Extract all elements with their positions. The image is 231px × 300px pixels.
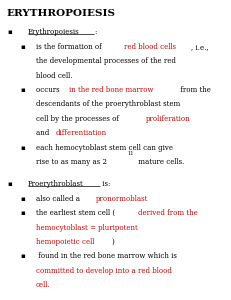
Text: committed to develop into a red blood: committed to develop into a red blood — [36, 267, 172, 275]
Text: 11: 11 — [128, 152, 134, 156]
Text: proliferation: proliferation — [146, 115, 190, 123]
Text: mature cells.: mature cells. — [136, 158, 184, 166]
Text: and: and — [36, 129, 51, 137]
Text: hemocytoblast = pluripotent: hemocytoblast = pluripotent — [36, 224, 137, 232]
Text: ): ) — [111, 238, 114, 246]
Text: differentiation: differentiation — [56, 129, 107, 137]
Text: blood cell.: blood cell. — [36, 72, 72, 80]
Text: ▪: ▪ — [21, 43, 26, 51]
Text: ▪: ▪ — [21, 252, 26, 260]
Text: is:: is: — [100, 180, 110, 188]
Text: rise to as many as 2: rise to as many as 2 — [36, 158, 107, 166]
Text: Proerythroblast: Proerythroblast — [28, 180, 83, 188]
Text: each hemocytoblast stem cell can give: each hemocytoblast stem cell can give — [36, 144, 173, 152]
Text: ERYTHROPOIESIS: ERYTHROPOIESIS — [7, 9, 116, 18]
Text: ▪: ▪ — [21, 144, 26, 152]
Text: the developmental processes of the red: the developmental processes of the red — [36, 57, 176, 65]
Text: derived from the: derived from the — [138, 209, 198, 217]
Text: hemopoietic cell: hemopoietic cell — [36, 238, 94, 246]
Text: ▪: ▪ — [7, 28, 12, 36]
Text: ▪: ▪ — [7, 180, 12, 188]
Text: Erythropoiesis: Erythropoiesis — [28, 28, 79, 36]
Text: from the: from the — [178, 86, 211, 94]
Text: in the red bone marrow: in the red bone marrow — [69, 86, 154, 94]
Text: red blood cells: red blood cells — [124, 43, 176, 51]
Text: found in the red bone marrow which is: found in the red bone marrow which is — [36, 252, 177, 260]
Text: ▪: ▪ — [21, 209, 26, 217]
Text: , i.e.,: , i.e., — [191, 43, 208, 51]
Text: :: : — [94, 28, 97, 36]
Text: ▪: ▪ — [21, 195, 26, 203]
Text: descendants of the proerythroblast stem: descendants of the proerythroblast stem — [36, 100, 180, 108]
Text: cell.: cell. — [36, 281, 50, 289]
Text: pronormoblast: pronormoblast — [95, 195, 148, 203]
Text: occurs: occurs — [36, 86, 62, 94]
Text: ▪: ▪ — [21, 86, 26, 94]
Text: also called a: also called a — [36, 195, 82, 203]
Text: is the formation of: is the formation of — [36, 43, 104, 51]
Text: the earliest stem cell (: the earliest stem cell ( — [36, 209, 115, 217]
Text: cell by the processes of: cell by the processes of — [36, 115, 121, 123]
